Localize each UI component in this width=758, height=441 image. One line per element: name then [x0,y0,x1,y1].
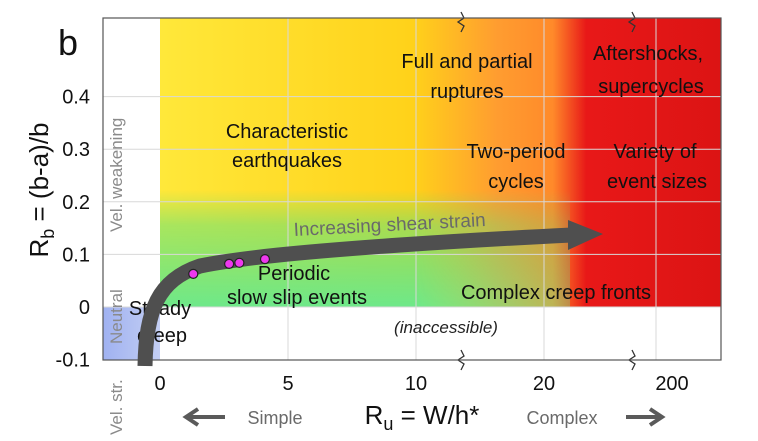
increasing-shear-strain-arrow [137,227,573,367]
vel-weakening-label: Vel. weakening [107,118,126,232]
y-tick-label: 0 [79,297,90,319]
label-full-partial: Full and partial [401,51,532,73]
panel-label: b [58,22,78,63]
label-variety: Variety of [614,141,697,163]
label-characteristic: Characteristic [226,121,348,143]
plot-frame [102,17,722,361]
label-two-period: Two-period [467,141,566,163]
x-tick-label: 20 [533,373,555,395]
x-axis-label: Ru = W/h* [365,400,480,434]
data-point [188,268,199,279]
label-inaccessible: (inaccessible) [394,318,498,337]
label-cycles: cycles [488,171,544,193]
axis-break-top-2 [627,11,636,33]
x-tick-label: 5 [282,373,293,395]
label-supercycles: supercycles [598,76,704,98]
simple-arrow [182,407,225,427]
x-tick-label: 10 [405,373,427,395]
x-tick-label: 0 [154,373,165,395]
label-ruptures: ruptures [430,81,503,103]
y-tick-labels: -0.1 0 0.1 0.2 0.3 0.4 [56,87,90,372]
simple-label: Simple [247,408,302,428]
x-tick-labels: 0 5 10 20 200 [154,373,688,395]
data-point [234,257,245,268]
data-point [224,258,235,269]
y-tick-label: -0.1 [56,350,90,372]
complex-arrow [626,407,666,427]
label-complex-creep: Complex creep fronts [461,282,651,304]
label-earthquakes: earthquakes [232,150,342,172]
label-periodic: Periodic [258,263,330,285]
vel-strengthening-label: Vel. str. [107,379,126,435]
x-tick-label: 200 [655,373,688,395]
label-slow-slip: slow slip events [227,287,367,309]
y-tick-label: 0.1 [62,244,90,266]
axis-break-top-1 [456,11,465,33]
data-point [259,254,271,265]
y-axis-label: Rb = (b-a)/b [24,122,58,257]
neutral-label: Neutral [107,289,126,344]
y-tick-label: 0.4 [62,87,90,109]
label-event-sizes: event sizes [607,171,707,193]
y-tick-label: 0.2 [62,192,90,214]
complex-label: Complex [526,408,597,428]
grid [103,18,721,360]
data-points [188,254,271,279]
label-aftershocks: Aftershocks, [593,43,703,65]
y-tick-label: 0.3 [62,139,90,161]
arrow-head [568,220,603,250]
